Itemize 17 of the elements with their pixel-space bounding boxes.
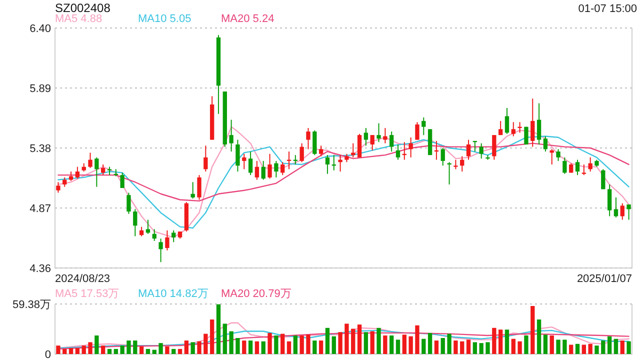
y-tick-label: 4.87 <box>30 203 51 215</box>
chart-title: SZ002408 <box>55 1 111 15</box>
annotation: 01-07 15:00 <box>578 3 637 15</box>
y-tick-label: 6.40 <box>30 23 51 35</box>
y-tick-label: 5.38 <box>30 143 51 155</box>
y-tick-label: 5.89 <box>30 83 51 95</box>
legend: MA5 4.88 <box>55 13 102 25</box>
legend: MA10 14.82万 <box>138 288 208 300</box>
y-tick-label: 4.36 <box>30 263 51 275</box>
legend: MA20 5.24 <box>221 13 274 25</box>
y-tick-label: 0 <box>44 349 51 360</box>
y-tick-label: 59.38万 <box>12 299 51 311</box>
annotation: 2025/01/07 <box>576 273 632 285</box>
annotation: 2024/08/23 <box>55 273 110 285</box>
legend: MA5 17.53万 <box>55 288 120 300</box>
legend: MA10 5.05 <box>138 13 192 25</box>
legend: MA20 20.79万 <box>221 288 292 300</box>
